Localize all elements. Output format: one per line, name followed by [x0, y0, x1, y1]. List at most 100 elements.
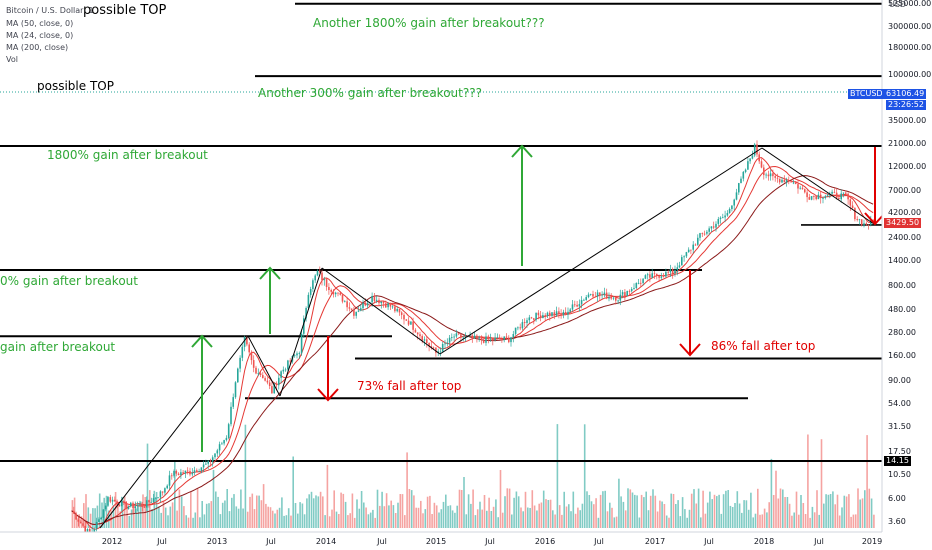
candle: [355, 311, 357, 319]
candle: [558, 307, 560, 319]
volume-bar: [326, 464, 329, 528]
volume-bar: [820, 439, 823, 528]
candle: [193, 466, 196, 476]
time-axis-tick: 2019: [862, 537, 882, 546]
candle: [496, 333, 499, 339]
volume-bar: [788, 503, 791, 528]
candle: [480, 335, 483, 345]
candle: [526, 317, 528, 328]
volume-bar: [203, 514, 206, 528]
volume-bar: [718, 494, 720, 528]
candle: [114, 496, 116, 502]
candle: [348, 302, 351, 312]
candle: [268, 379, 271, 390]
candle: [619, 289, 622, 306]
volume-bar: [827, 494, 830, 528]
volume-bar: [864, 490, 866, 528]
price-axis-tick: 6.00: [888, 494, 906, 503]
gain-arrow-up: [511, 144, 533, 266]
volume-bar: [490, 511, 493, 528]
volume-bar: [738, 503, 741, 528]
candle: [692, 241, 694, 254]
candle: [580, 296, 583, 309]
candle: [824, 194, 827, 200]
price-axis-tick: 2400.00: [888, 233, 921, 242]
volume-bar: [593, 504, 595, 528]
volume-bar: [652, 489, 654, 528]
volume-bar: [504, 496, 506, 528]
candle: [658, 274, 660, 282]
indicator-ma24[interactable]: MA (24, close, 0): [6, 31, 74, 40]
candle: [617, 299, 619, 305]
volume-bar: [426, 496, 429, 528]
volume-bar: [128, 516, 131, 528]
volume-bar: [725, 490, 727, 528]
volume-bar: [228, 511, 231, 528]
candle: [644, 274, 647, 280]
time-axis-tick: Jul: [265, 537, 276, 546]
indicator-ma200[interactable]: MA (200, close): [6, 43, 69, 52]
volume-bar: [784, 497, 786, 528]
time-axis-tick: 2014: [316, 537, 336, 546]
volume-bar: [811, 506, 814, 528]
price-axis-tick: 7000.00: [888, 186, 921, 195]
candle: [826, 193, 829, 197]
candle: [202, 460, 205, 473]
candle: [182, 470, 184, 475]
candle: [180, 468, 182, 479]
volume-bar: [524, 491, 527, 528]
volume-bar: [848, 494, 850, 528]
volume-bar: [269, 507, 272, 528]
volume-bar: [483, 495, 486, 528]
volume-bar: [636, 495, 638, 528]
volume-bar: [552, 510, 554, 528]
candle: [469, 331, 471, 337]
volume-bar: [768, 502, 770, 528]
volume-bar: [672, 494, 675, 528]
volume-bar: [838, 515, 841, 528]
candle: [476, 334, 478, 343]
candle: [694, 243, 697, 246]
volume-bar: [96, 505, 99, 528]
candle: [159, 490, 162, 503]
candle: [104, 503, 107, 512]
candle: [280, 370, 282, 384]
candle: [216, 448, 219, 457]
candle: [626, 290, 628, 297]
price-axis-tick: 100000.00: [888, 70, 931, 79]
candle: [699, 232, 701, 241]
price-axis-tick: 160.00: [888, 351, 916, 360]
candle: [633, 283, 635, 290]
candle: [300, 329, 303, 356]
price-axis-tick: 35000.00: [888, 116, 926, 125]
candle: [198, 468, 200, 472]
time-axis-tick: 2013: [207, 537, 227, 546]
volume-bar: [670, 493, 672, 528]
volume-bar: [112, 505, 115, 528]
indicator-ma50[interactable]: MA (50, close, 0): [6, 19, 74, 28]
volume-bar: [850, 516, 852, 528]
candle: [576, 301, 578, 308]
volume-bar: [474, 515, 477, 528]
volume-bar: [649, 495, 652, 528]
candle: [141, 501, 143, 512]
volume-bar: [158, 506, 160, 528]
candle: [250, 350, 253, 365]
volume-bar: [101, 502, 103, 528]
volume-bar: [813, 512, 816, 528]
horizontal-levels: [0, 2, 884, 462]
volume-bar: [825, 494, 827, 528]
candle: [738, 182, 740, 195]
candle: [184, 470, 187, 478]
candle: [389, 302, 392, 310]
candle: [230, 402, 232, 427]
candle: [394, 303, 396, 313]
volume-bar: [770, 458, 773, 528]
candle: [446, 338, 449, 347]
volume-bar: [716, 496, 718, 528]
volume-bar: [315, 495, 317, 528]
indicator-volume[interactable]: Vol: [6, 55, 18, 64]
volume-bar: [536, 510, 538, 528]
